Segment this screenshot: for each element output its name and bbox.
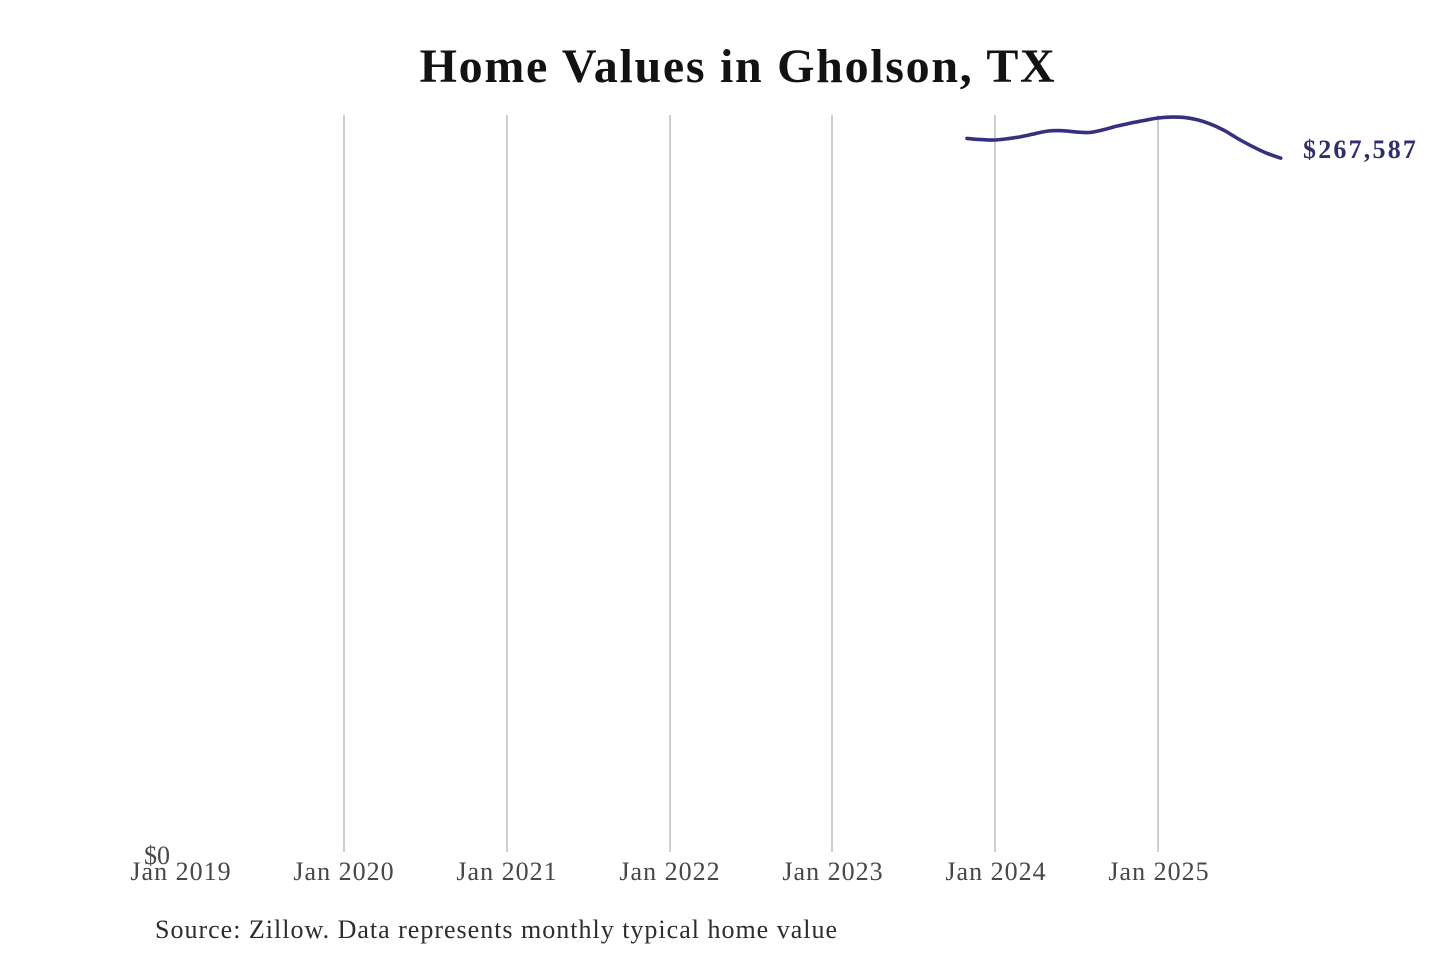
svg-text:Jan 2020: Jan 2020 — [293, 857, 394, 886]
svg-text:Jan 2019: Jan 2019 — [130, 857, 231, 886]
svg-text:Source: Zillow. Data represent: Source: Zillow. Data represents monthly … — [155, 915, 838, 944]
svg-text:Jan 2021: Jan 2021 — [456, 857, 557, 886]
svg-text:Jan 2025: Jan 2025 — [1108, 857, 1209, 886]
svg-text:Jan 2022: Jan 2022 — [619, 857, 720, 886]
svg-text:$267,587: $267,587 — [1303, 135, 1418, 164]
svg-text:Jan 2024: Jan 2024 — [945, 857, 1046, 886]
svg-text:$0: $0 — [144, 841, 170, 870]
svg-text:Home Values in Gholson, TX: Home Values in Gholson, TX — [420, 40, 1057, 93]
svg-text:Jan 2023: Jan 2023 — [782, 857, 883, 886]
